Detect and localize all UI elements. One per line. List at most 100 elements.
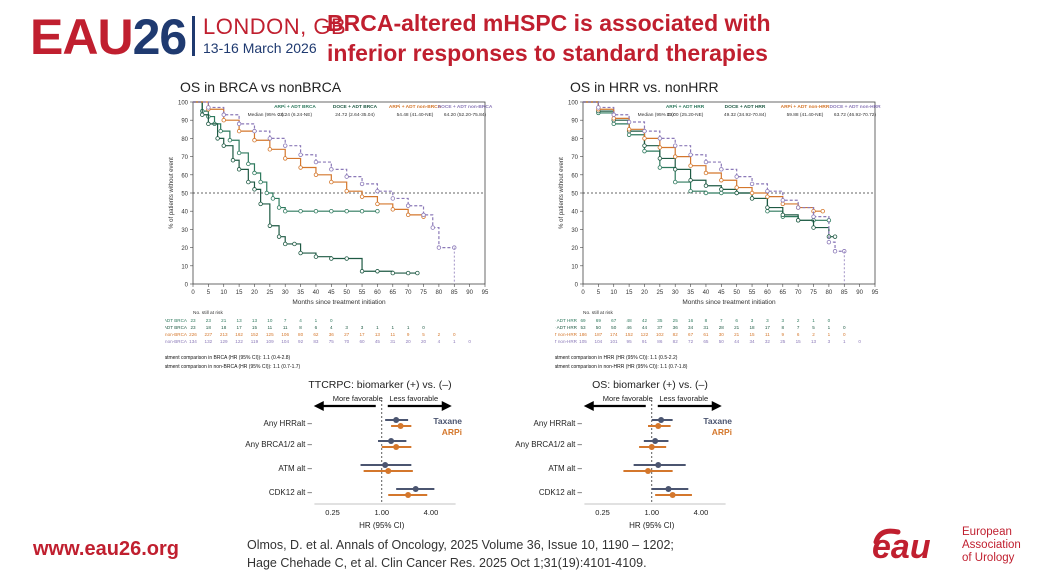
x-tick-label: 55 xyxy=(749,290,756,296)
risk-value: 152 xyxy=(625,332,633,337)
venue: LONDON, GB xyxy=(203,14,347,39)
censor-mark xyxy=(703,170,709,176)
censor-mark xyxy=(359,269,365,274)
risk-value: 104 xyxy=(281,339,289,344)
risk-value: 37 xyxy=(657,325,663,330)
censor-mark xyxy=(657,136,663,141)
censor-mark xyxy=(344,256,349,261)
y-tick-label: 10 xyxy=(571,264,578,270)
censor-mark xyxy=(719,190,724,196)
risk-value: 45 xyxy=(375,339,381,344)
censor-mark xyxy=(765,188,770,194)
censor-mark xyxy=(221,112,226,117)
censor-mark xyxy=(329,256,334,261)
censor-mark xyxy=(430,225,435,230)
risk-value: 25 xyxy=(780,339,786,344)
y-tick-label: 90 xyxy=(181,119,188,125)
x-tick-label: 0 xyxy=(191,290,195,296)
risk-value: 3 xyxy=(828,339,831,344)
censor-mark xyxy=(673,179,678,185)
x-tick-label: 15 xyxy=(236,290,243,296)
risk-value: 11 xyxy=(765,332,770,337)
risk-value: 186 xyxy=(579,332,587,337)
x-axis-label: Months since treatment initiation xyxy=(682,299,776,306)
x-tick-label: 95 xyxy=(482,290,489,296)
y-axis-label: % of patients without event xyxy=(559,157,565,229)
censor-mark xyxy=(765,205,770,210)
risk-value: 69 xyxy=(596,318,602,323)
x-tick-label: 95 xyxy=(872,290,879,296)
risk-value: 20 xyxy=(421,339,427,344)
x-tick-label: 25 xyxy=(656,290,663,296)
hr-point xyxy=(652,438,659,444)
slide-title-line2: inferior responses to standard therapies xyxy=(327,40,768,66)
risk-value: 50 xyxy=(611,325,617,330)
risk-value: 2 xyxy=(438,332,441,337)
risk-value: 162 xyxy=(235,332,243,337)
risk-value: 1 xyxy=(828,325,831,330)
risk-value: 3 xyxy=(751,318,754,323)
x-tick-label: 75 xyxy=(810,290,817,296)
risk-value: 16 xyxy=(688,318,694,323)
censor-mark xyxy=(267,147,273,152)
treatment-comparison-1: Treatment comparison in non-BRCA (HR (95… xyxy=(165,364,301,370)
category-label: Any HRRalt – xyxy=(264,419,313,428)
risk-value: 91 xyxy=(642,339,648,344)
risk-value: 82 xyxy=(673,332,679,337)
x-tick-label: 45 xyxy=(328,290,335,296)
censor-mark xyxy=(344,188,349,194)
forest-os-chart: OS: biomarker (+) vs. (–) More favorable L… xyxy=(515,379,732,530)
censor-mark xyxy=(795,205,801,210)
censor-mark xyxy=(313,172,319,177)
y-tick-label: 40 xyxy=(571,210,578,216)
x-tick-label: 90 xyxy=(856,290,863,296)
y-tick-label: 70 xyxy=(571,155,578,161)
risk-value: 23 xyxy=(190,318,196,323)
censor-mark xyxy=(673,154,678,159)
risk-value: 61 xyxy=(703,332,709,337)
censor-mark xyxy=(292,241,297,247)
risk-value: 7 xyxy=(720,318,723,323)
risk-value: 13 xyxy=(237,318,243,323)
arrow-right-head xyxy=(711,401,722,411)
censor-mark xyxy=(390,207,395,212)
censor-mark xyxy=(267,136,273,141)
x-tick-label: 80 xyxy=(826,290,833,296)
censor-mark xyxy=(252,128,257,134)
y-tick-label: 20 xyxy=(181,246,188,252)
risk-value: 13 xyxy=(811,339,817,344)
x-tick-label: 4.00 xyxy=(694,508,709,517)
legend-label-1: DOCE + ADT HRR xyxy=(725,104,766,110)
risk-value: 75 xyxy=(329,339,335,344)
arrow-left-head xyxy=(583,401,594,411)
censor-mark xyxy=(780,198,785,203)
risk-value: 13 xyxy=(375,332,381,337)
footer-url[interactable]: www.eau26.org xyxy=(33,538,179,560)
risk-value: 122 xyxy=(641,332,649,337)
censor-mark xyxy=(673,167,678,172)
censor-mark xyxy=(703,190,709,196)
censor-mark xyxy=(236,167,242,172)
risk-row-label: ARPi + ADT BRCA xyxy=(165,318,188,323)
risk-value: 31 xyxy=(703,325,709,330)
risk-value: 1 xyxy=(315,318,318,323)
censor-mark xyxy=(298,208,303,214)
x-tick-label: 5 xyxy=(207,290,211,296)
x-tick-label: 65 xyxy=(779,290,786,296)
x-tick-label: 75 xyxy=(420,290,427,296)
risk-value: 69 xyxy=(580,318,586,323)
x-tick-label: 20 xyxy=(251,290,258,296)
censor-mark xyxy=(688,152,693,157)
censor-mark xyxy=(283,241,288,247)
x-tick-label: 85 xyxy=(451,290,458,296)
legend-label-2: ARPi + ADT non-BRCA xyxy=(389,104,442,110)
risk-row-label: DOCE + ADT non-BRCA xyxy=(165,339,188,344)
risk-row-label: DOCE + ADT non-HRR xyxy=(555,339,578,344)
x-axis-label: HR (95% CI) xyxy=(629,521,675,530)
censor-mark xyxy=(657,165,663,170)
censor-mark xyxy=(313,159,319,165)
risk-value: 4 xyxy=(330,325,333,330)
censor-mark xyxy=(405,203,411,208)
censor-mark xyxy=(283,143,288,148)
censor-mark xyxy=(252,170,257,176)
